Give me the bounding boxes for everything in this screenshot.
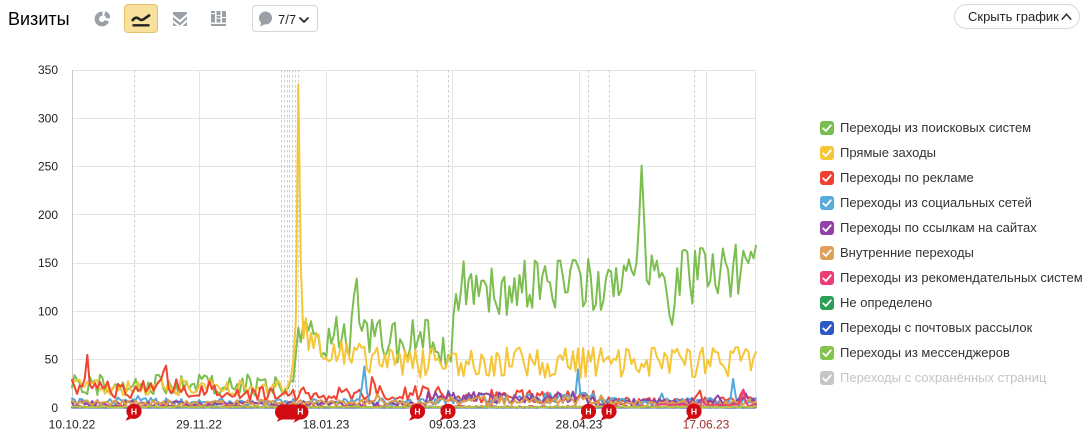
svg-text:09.03.23: 09.03.23 [429, 418, 476, 432]
svg-text:150: 150 [38, 256, 58, 270]
svg-text:Н: Н [414, 407, 420, 417]
svg-text:300: 300 [38, 111, 58, 125]
svg-text:29.11.22: 29.11.22 [176, 418, 222, 432]
svg-text:18.01.23: 18.01.23 [303, 418, 350, 432]
svg-text:Н: Н [131, 407, 137, 417]
svg-text:Н: Н [445, 407, 451, 417]
svg-text:Н: Н [691, 407, 697, 417]
svg-text:200: 200 [38, 208, 58, 222]
svg-text:0: 0 [51, 401, 58, 415]
svg-text:Н: Н [585, 407, 591, 417]
svg-text:50: 50 [45, 353, 59, 367]
svg-text:Н: Н [297, 407, 303, 417]
svg-text:10.10.22: 10.10.22 [49, 418, 96, 432]
svg-text:250: 250 [38, 160, 58, 174]
svg-text:Н: Н [606, 407, 612, 417]
svg-text:17.06.23: 17.06.23 [683, 418, 730, 432]
svg-text:350: 350 [38, 63, 58, 77]
svg-text:28.04.23: 28.04.23 [556, 418, 603, 432]
svg-text:100: 100 [38, 304, 58, 318]
